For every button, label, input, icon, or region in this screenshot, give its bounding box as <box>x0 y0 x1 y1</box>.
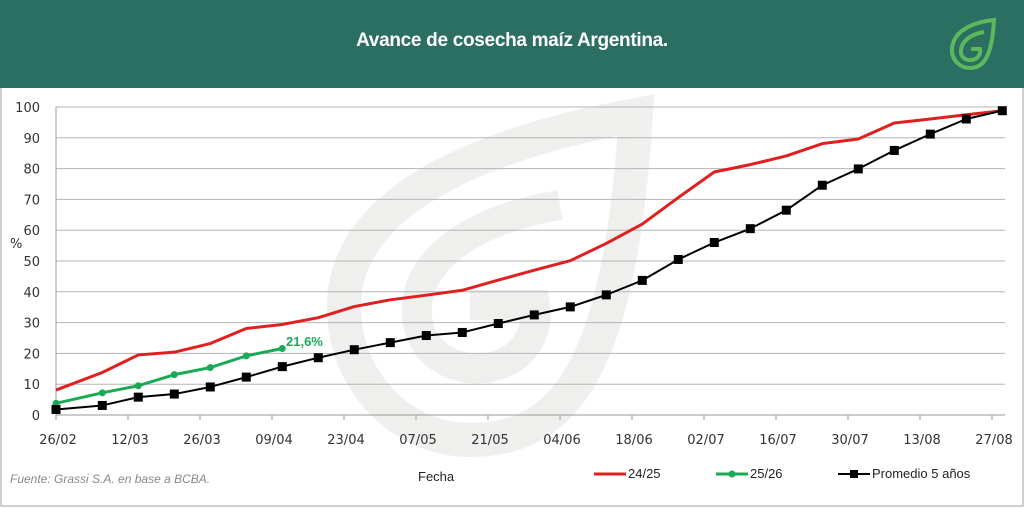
data-point <box>205 382 215 392</box>
series-line <box>55 109 1003 392</box>
data-point <box>385 338 395 348</box>
data-point <box>529 310 539 320</box>
y-tick-label: 60 <box>23 224 40 239</box>
data-point <box>673 254 683 264</box>
x-tick-label: 13/08 <box>903 433 940 448</box>
data-point <box>961 114 971 124</box>
x-tick-label: 30/07 <box>831 433 868 448</box>
data-point <box>925 129 935 139</box>
x-tick-label: 27/08 <box>975 433 1012 448</box>
watermark-logo-icon <box>326 94 655 458</box>
data-point <box>853 164 863 174</box>
data-point <box>817 180 827 190</box>
x-axis-label: Fecha <box>418 469 455 484</box>
data-point <box>601 290 611 300</box>
data-point <box>745 224 755 234</box>
legend-label: 25/26 <box>750 466 783 481</box>
data-point <box>134 382 142 390</box>
data-point <box>97 400 107 410</box>
data-point <box>781 205 791 215</box>
y-tick-label: 70 <box>23 193 40 208</box>
data-point <box>997 106 1007 116</box>
legend-label: 24/25 <box>628 466 661 481</box>
legend-label: Promedio 5 años <box>872 466 971 481</box>
x-tick-label: 23/04 <box>327 433 364 448</box>
data-point <box>277 362 287 372</box>
y-tick-label: 80 <box>23 163 40 178</box>
data-point <box>206 364 214 372</box>
data-point <box>349 345 359 355</box>
data-point <box>421 331 431 341</box>
y-tick-label: 50 <box>23 255 40 270</box>
header-bar: Avance de cosecha maíz Argentina. <box>0 0 1024 88</box>
source-note: Fuente: Grassi S.A. en base a BCBA. <box>10 472 211 486</box>
grassi-logo-icon <box>949 17 997 71</box>
legend-line-red-icon <box>594 472 626 475</box>
x-tick-label: 21/05 <box>471 433 508 448</box>
data-point <box>278 344 286 352</box>
data-point <box>51 404 61 414</box>
x-tick-label: 07/05 <box>399 433 436 448</box>
data-point <box>169 389 179 399</box>
series-promedio-5-a-os <box>51 106 1007 414</box>
data-point <box>242 352 250 360</box>
data-point <box>493 319 503 329</box>
x-tick-label: 12/03 <box>111 433 148 448</box>
data-point <box>457 327 467 337</box>
legend-item-promedio: Promedio 5 años <box>838 466 970 481</box>
y-tick-label: 90 <box>23 132 40 147</box>
y-tick-label: 20 <box>23 347 40 362</box>
y-tick-label: 0 <box>32 409 40 424</box>
data-point <box>98 389 106 397</box>
x-tick-label: 02/07 <box>687 433 724 448</box>
line-chart: 0 10 20 30 40 50 60 70 80 90 100 26/02 12/03 26/03 09/… <box>10 94 1013 458</box>
x-tick-label: 04/06 <box>543 433 580 448</box>
legend-item-24-25: 24/25 <box>594 466 661 481</box>
legend-line-green-icon <box>716 470 748 477</box>
series-24-25 <box>55 109 1003 392</box>
x-tick-label: 09/04 <box>255 433 292 448</box>
data-point <box>170 371 178 379</box>
annotation-label: 21,6% <box>286 334 323 349</box>
data-point <box>889 145 899 155</box>
chart-title: Avance de cosecha maíz Argentina. <box>356 30 668 51</box>
x-tick-label: 18/06 <box>615 433 652 448</box>
data-point <box>241 372 251 382</box>
data-point <box>313 353 323 363</box>
y-tick-label: 30 <box>23 317 40 332</box>
data-point <box>637 275 647 285</box>
y-tick-label: 100 <box>15 101 40 116</box>
legend-item-25-26: 25/26 <box>716 466 783 481</box>
x-tick-label: 26/03 <box>183 433 220 448</box>
data-point <box>709 238 719 248</box>
x-tick-label: 16/07 <box>759 433 796 448</box>
y-axis-label: % <box>10 237 22 252</box>
x-tick-label: 26/02 <box>39 433 76 448</box>
legend-line-black-icon <box>838 469 870 478</box>
data-point <box>565 302 575 312</box>
y-tick-label: 40 <box>23 286 40 301</box>
data-point <box>133 392 143 402</box>
y-tick-label: 10 <box>23 378 40 393</box>
